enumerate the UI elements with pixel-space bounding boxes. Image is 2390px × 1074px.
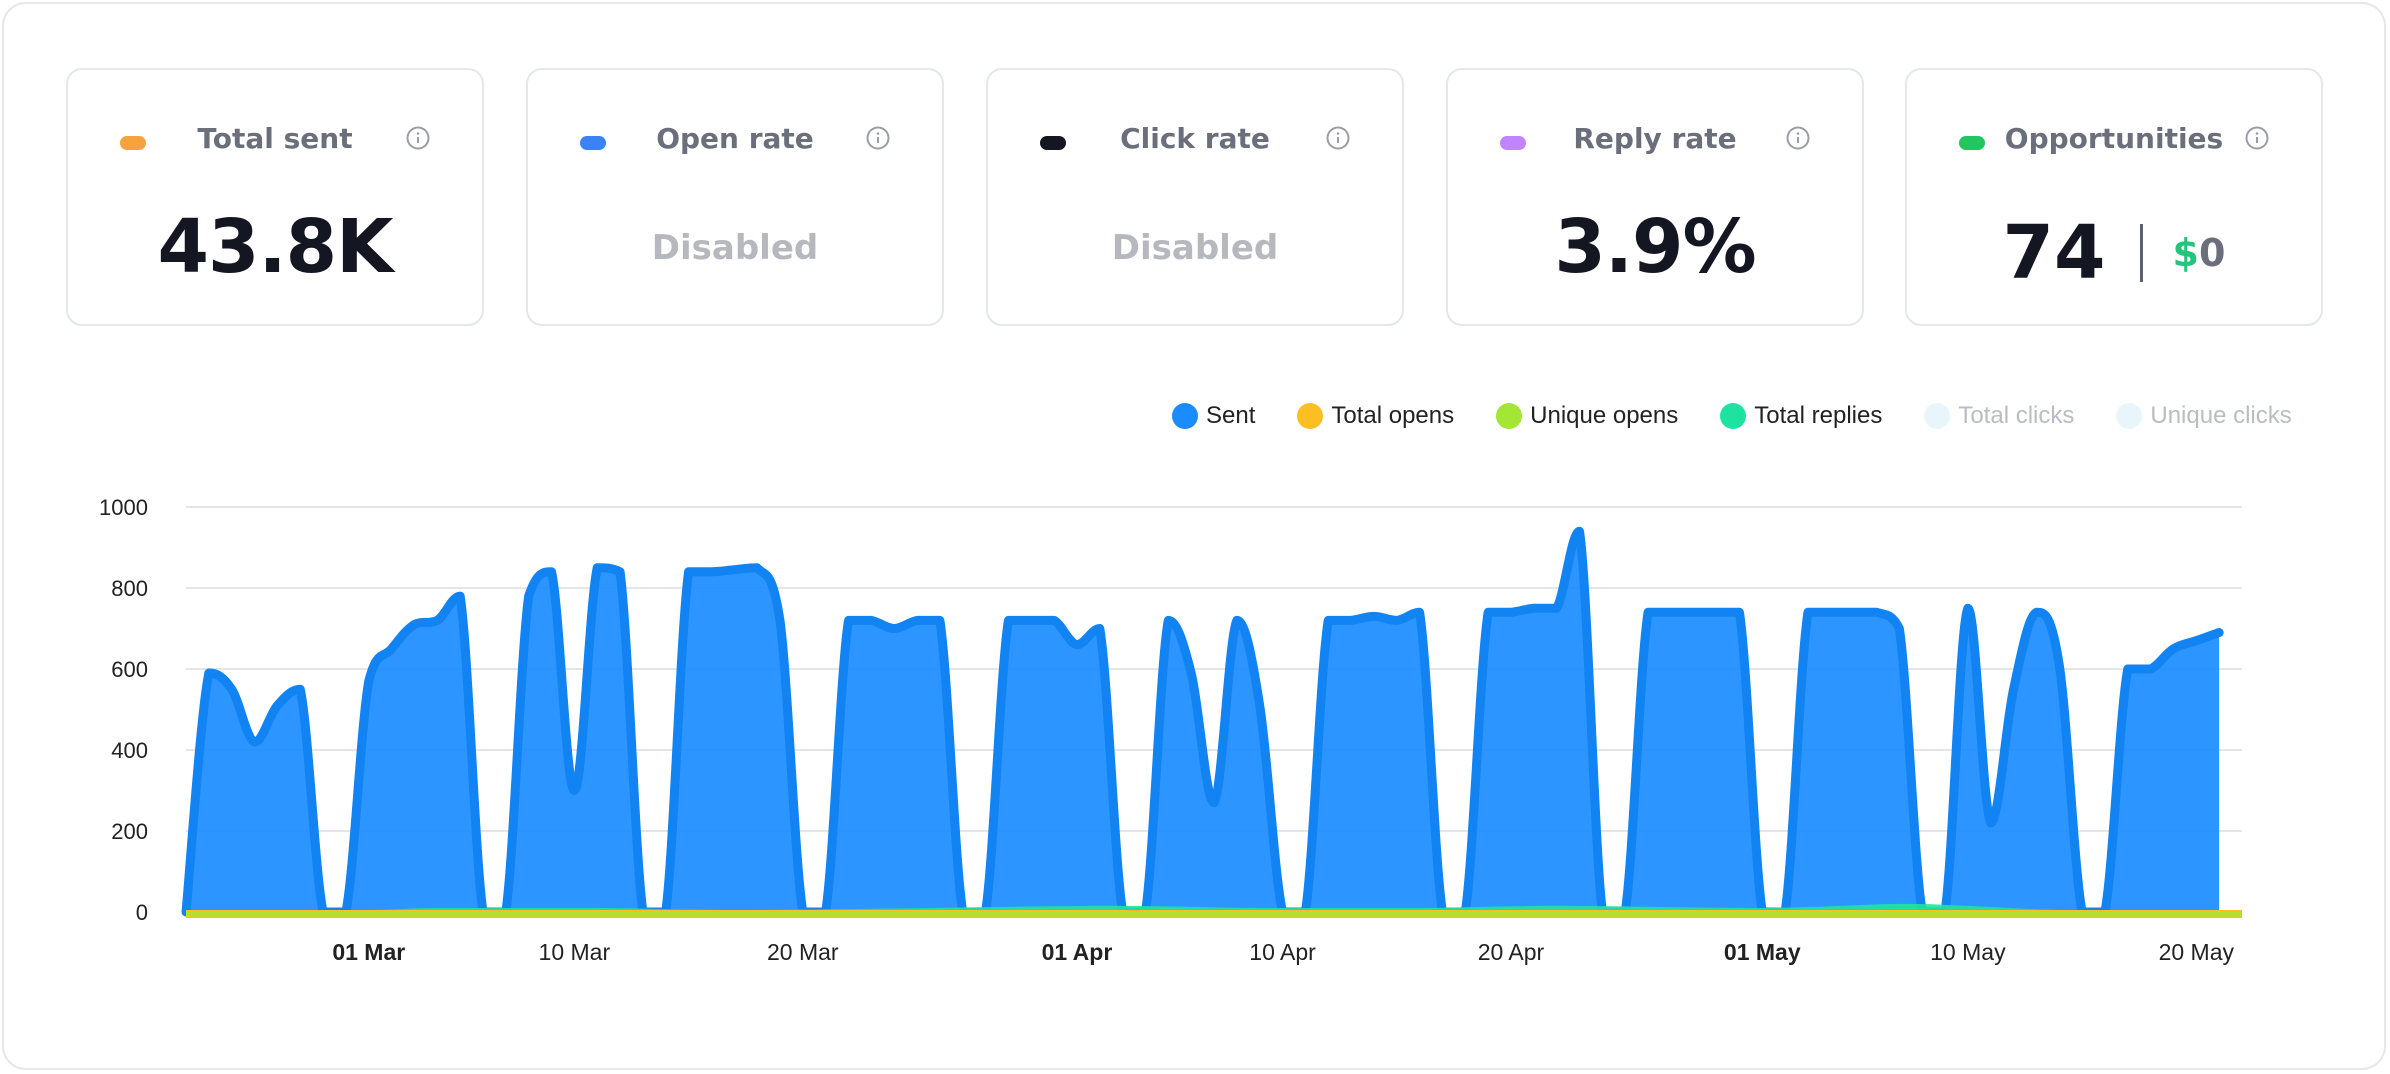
y-tick-label: 400 <box>111 738 148 763</box>
stat-label: Opportunities <box>2004 122 2224 155</box>
legend-item-total-opens[interactable]: Total opens <box>1297 402 1454 430</box>
x-tick-label: 20 Mar <box>767 939 839 965</box>
legend-swatch <box>2116 403 2143 429</box>
opportunities-color-dot <box>1959 136 1985 150</box>
stat-value: Disabled <box>651 228 819 268</box>
click-rate-color-dot <box>1040 136 1066 150</box>
sent-area <box>186 531 2220 912</box>
sent-line <box>181 526 2224 917</box>
info-icon[interactable] <box>1786 126 1810 150</box>
info-icon[interactable] <box>866 126 890 150</box>
chart-legend: Sent Total opens Unique opens Total repl… <box>1172 402 2334 430</box>
legend-label: Total clicks <box>1958 402 2075 429</box>
legend-swatch <box>1297 403 1324 429</box>
legend-label: Unique clicks <box>2150 402 2292 429</box>
legend-item-total-clicks[interactable]: Total clicks <box>1924 402 2074 430</box>
info-icon[interactable] <box>2245 126 2269 150</box>
legend-label: Total opens <box>1331 402 1455 429</box>
legend-label: Unique opens <box>1530 402 1679 429</box>
legend-label: Total replies <box>1754 402 1883 429</box>
stat-card-total-sent: Total sent 43.8K <box>66 68 484 326</box>
stat-value: Disabled <box>1111 228 1279 268</box>
total-replies-area <box>186 903 2220 912</box>
x-tick-label: 20 Apr <box>1478 939 1545 965</box>
y-tick-label: 0 <box>136 900 148 925</box>
legend-swatch <box>1496 403 1523 429</box>
y-tick-label: 200 <box>111 819 148 844</box>
stat-value: 3.9% <box>1554 204 1756 290</box>
info-icon[interactable] <box>406 126 430 150</box>
x-tick-label: 10 Apr <box>1249 939 1316 965</box>
legend-item-total-replies[interactable]: Total replies <box>1720 402 1882 430</box>
opportunities-amount: 0 <box>2198 231 2226 275</box>
stat-label: Reply rate <box>1573 122 1737 155</box>
x-tick-label: 01 May <box>1724 939 1801 965</box>
stat-label: Click rate <box>1120 122 1270 155</box>
stat-label: Total sent <box>197 122 353 155</box>
legend-item-unique-clicks[interactable]: Unique clicks <box>2116 402 2292 430</box>
opportunities-value: 74 $ 0 <box>1907 210 2321 296</box>
reply-rate-color-dot <box>1500 136 1526 150</box>
stat-card-open-rate: Open rate Disabled <box>526 68 944 326</box>
stat-label: Open rate <box>656 122 814 155</box>
legend-swatch <box>1720 403 1747 429</box>
x-tick-label: 01 Apr <box>1042 939 1113 965</box>
info-icon[interactable] <box>1326 126 1350 150</box>
y-tick-label: 600 <box>111 657 148 682</box>
legend-swatch <box>1924 403 1951 429</box>
legend-label: Sent <box>1206 402 1256 429</box>
divider <box>2139 224 2143 282</box>
open-rate-color-dot <box>580 136 606 150</box>
legend-swatch <box>1172 403 1198 429</box>
y-tick-label: 800 <box>111 576 148 601</box>
stat-card-opportunities: Opportunities 74 $ 0 <box>1905 68 2323 326</box>
stat-card-click-rate: Click rate Disabled <box>986 68 1404 326</box>
x-tick-label: 01 Mar <box>332 939 405 965</box>
x-tick-label: 10 Mar <box>539 939 611 965</box>
x-tick-label: 10 May <box>1930 939 2006 965</box>
currency-symbol: $ <box>2172 231 2199 275</box>
total-sent-color-dot <box>120 136 146 150</box>
y-tick-label: 1000 <box>99 495 148 520</box>
stat-card-reply-rate: Reply rate 3.9% <box>1446 68 1864 326</box>
stat-value: 43.8K <box>157 204 394 290</box>
x-tick-label: 20 May <box>2159 939 2235 965</box>
opportunities-count: 74 <box>2002 210 2106 296</box>
legend-item-unique-opens[interactable]: Unique opens <box>1496 402 1678 430</box>
legend-item-sent[interactable]: Sent <box>1172 402 1255 430</box>
